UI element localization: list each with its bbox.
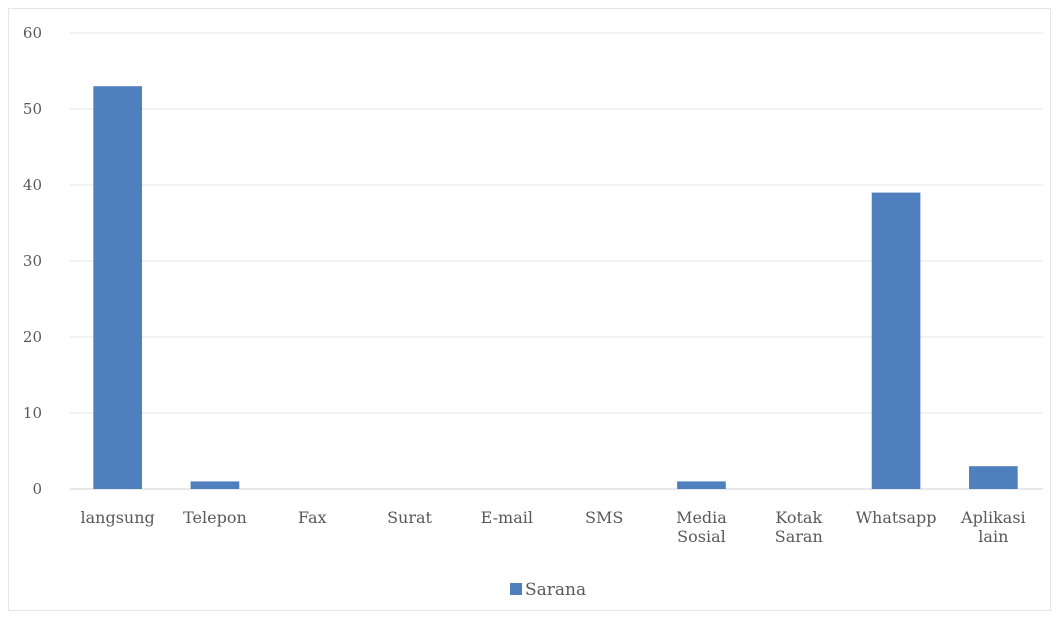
legend-label: Sarana — [525, 580, 586, 600]
bar — [677, 481, 726, 489]
x-tick-label: lain — [978, 527, 1008, 546]
y-tick-label: 50 — [23, 100, 42, 118]
x-tick-label: langsung — [81, 508, 155, 527]
x-tick-label: Sosial — [677, 527, 726, 546]
y-tick-label: 0 — [32, 480, 42, 498]
bar — [190, 481, 240, 489]
x-tick-label: Media — [676, 508, 727, 527]
x-axis-labels: langsung Telepon Fax Surat E-mail SMS MediaSos… — [81, 508, 1026, 546]
bars — [93, 86, 1018, 489]
y-tick-label: 10 — [23, 404, 42, 422]
x-tick-label: Fax — [298, 508, 327, 527]
y-tick-label: 30 — [23, 252, 42, 270]
x-tick-label: Saran — [775, 527, 823, 546]
legend: Sarana — [510, 580, 586, 600]
y-tick-label: 20 — [23, 328, 42, 346]
x-tick-label: Aplikasi — [960, 508, 1026, 527]
y-axis-ticks: 0 10 20 30 40 50 60 — [23, 24, 42, 498]
bar — [969, 466, 1018, 489]
x-tick-label: Telepon — [183, 508, 247, 527]
y-tick-label: 60 — [23, 24, 42, 42]
y-tick-label: 40 — [23, 176, 42, 194]
bar — [871, 192, 921, 489]
x-tick-label: Surat — [387, 508, 432, 527]
bar — [93, 86, 142, 489]
chart-frame — [8, 8, 1051, 611]
legend-swatch — [510, 583, 522, 595]
x-tick-label: Kotak — [775, 508, 822, 527]
x-tick-label: Whatsapp — [856, 508, 937, 527]
x-tick-label: E-mail — [481, 508, 533, 527]
x-tick-label: SMS — [585, 508, 623, 527]
